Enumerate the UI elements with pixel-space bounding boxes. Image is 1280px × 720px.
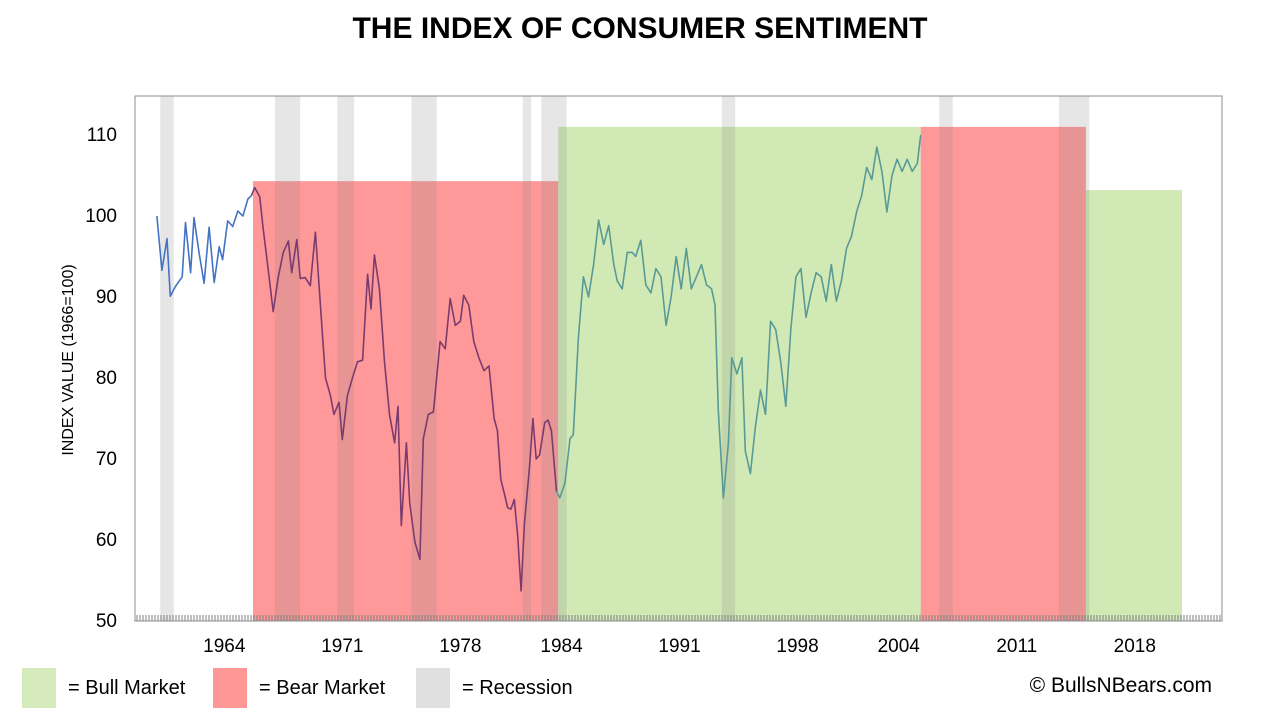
bear-market-band xyxy=(920,126,1086,622)
chart-title: THE INDEX OF CONSUMER SENTIMENT xyxy=(352,12,928,45)
y-axis-label: INDEX VALUE (1966=100) xyxy=(60,264,77,455)
bull-market-band xyxy=(558,126,921,622)
recession-bar xyxy=(541,96,567,621)
legend-bull-label: = Bull Market xyxy=(68,676,186,699)
recession-bar xyxy=(160,96,174,621)
bull-market-swatch xyxy=(22,668,56,708)
market-bands xyxy=(252,126,1182,622)
x-tick-label: 1971 xyxy=(321,636,363,657)
axes xyxy=(134,95,1223,622)
bear-market-band xyxy=(252,181,559,622)
legend-recession: = Recession xyxy=(416,668,573,708)
legend-bear-label: = Bear Market xyxy=(259,676,386,699)
legend-bear-market: = Bear Market xyxy=(213,668,385,708)
recession-bar xyxy=(721,96,736,621)
x-tick-label: 2018 xyxy=(1114,636,1156,657)
chart-area: 50 60 70 80 90 100 110 1964 1971 1978 1984 1991 199… xyxy=(60,95,1223,657)
recession-swatch xyxy=(416,668,450,708)
sentiment-line-segment xyxy=(156,195,252,297)
y-tick-label: 70 xyxy=(96,449,117,470)
bear-market-swatch xyxy=(213,668,247,708)
recession-bands xyxy=(160,96,1090,621)
recession-bar xyxy=(337,96,355,621)
y-tick-label: 50 xyxy=(96,611,117,632)
y-tick-labels: 50 60 70 80 90 100 110 xyxy=(85,125,117,632)
sentiment-lines xyxy=(156,134,922,592)
x-tick-label: 1998 xyxy=(776,636,818,657)
x-tick-labels: 1964 1971 1978 1984 1991 1998 2004 2011 2018 xyxy=(203,636,1156,657)
recession-bar xyxy=(522,96,532,621)
copyright-notice: © BullsNBears.com xyxy=(1029,674,1212,697)
bull-market-band xyxy=(1085,190,1182,621)
legend-bull-market: = Bull Market xyxy=(22,668,185,708)
y-tick-label: 110 xyxy=(87,125,117,146)
recession-bar xyxy=(1058,96,1090,621)
y-tick-label: 60 xyxy=(96,530,117,551)
x-tick-label: 1978 xyxy=(439,636,481,657)
recession-bar xyxy=(411,96,437,621)
plot-frame xyxy=(134,95,1223,622)
x-tick-label: 2004 xyxy=(878,636,921,657)
recession-bar xyxy=(939,96,953,621)
x-tick-label: 1984 xyxy=(540,636,583,657)
sentiment-line-segment xyxy=(250,186,558,592)
x-tick-label: 1964 xyxy=(203,636,246,657)
legend-recession-label: = Recession xyxy=(462,676,573,699)
x-tick-label: 2011 xyxy=(996,636,1037,657)
y-tick-label: 100 xyxy=(85,206,117,227)
y-tick-label: 90 xyxy=(96,287,117,308)
x-tick-label: 1991 xyxy=(658,636,700,657)
y-tick-label: 80 xyxy=(96,368,117,389)
sentiment-line-segment xyxy=(555,134,922,499)
x-axis-minor-ticks xyxy=(136,615,1221,621)
recession-bar xyxy=(274,96,301,621)
